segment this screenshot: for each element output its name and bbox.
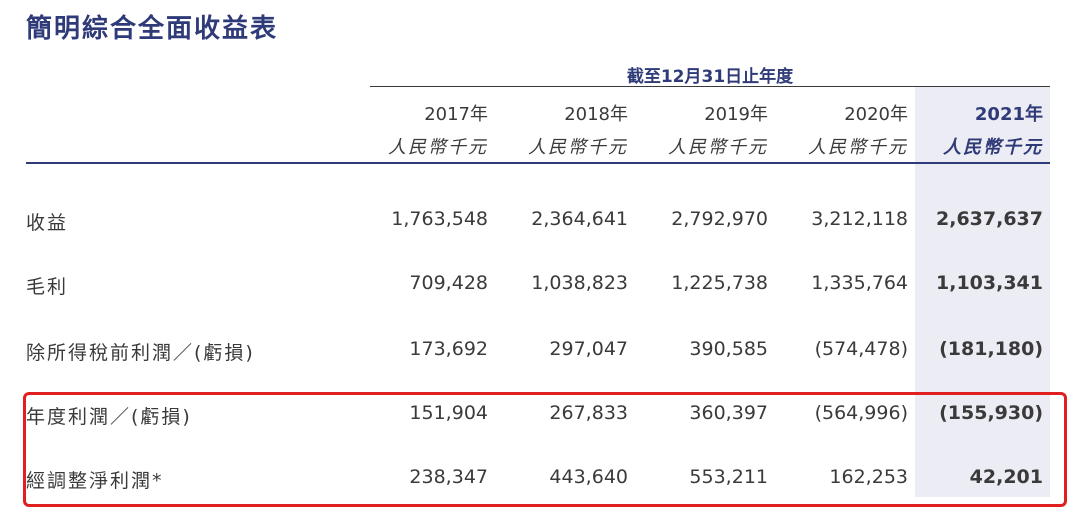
highlight-box: [23, 392, 1067, 507]
cell-gross-profit-2019: 1,225,738: [671, 272, 768, 294]
row-label-gross-profit: 毛利: [26, 276, 69, 298]
cell-revenue-2019: 2,792,970: [671, 208, 768, 230]
cell-gross-profit-2020: 1,335,764: [811, 272, 908, 294]
cell-profit-for-year-2017: 151,904: [409, 402, 488, 424]
cell-adjusted-net-profit-2018: 443,640: [549, 466, 628, 488]
cell-gross-profit-2018: 1,038,823: [531, 272, 628, 294]
cell-adjusted-net-profit-2019: 553,211: [689, 466, 768, 488]
cell-gross-profit-2017: 709,428: [409, 272, 488, 294]
cell-revenue-2018: 2,364,641: [531, 208, 628, 230]
year-header-2021: 2021年: [974, 104, 1043, 125]
header-divider: [370, 86, 1050, 87]
row-label-revenue: 收益: [26, 212, 69, 234]
cell-profit-before-tax-2021: (181,180): [939, 338, 1043, 360]
currency-label-2021: 人民幣千元: [943, 137, 1043, 158]
currency-label-2018: 人民幣千元: [528, 137, 628, 158]
cell-adjusted-net-profit-2017: 238,347: [409, 466, 488, 488]
cell-adjusted-net-profit-2021: 42,201: [969, 466, 1043, 488]
cell-profit-before-tax-2020: (574,478): [814, 338, 908, 360]
cell-revenue-2021: 2,637,637: [936, 208, 1043, 230]
cell-adjusted-net-profit-2020: 162,253: [829, 466, 908, 488]
table-header-rule: [26, 162, 1050, 164]
year-header-2018: 2018年: [564, 104, 628, 125]
currency-label-2020: 人民幣千元: [808, 137, 908, 158]
currency-label-2017: 人民幣千元: [388, 137, 488, 158]
row-label-adjusted-net-profit: 經調整淨利潤*: [26, 470, 164, 492]
year-header-2017: 2017年: [424, 104, 488, 125]
cell-revenue-2017: 1,763,548: [391, 208, 488, 230]
row-label-profit-for-year: 年度利潤／(虧損): [26, 406, 192, 428]
cell-revenue-2020: 3,212,118: [811, 208, 908, 230]
highlight-column-2021: [915, 87, 1050, 497]
cell-profit-before-tax-2019: 390,585: [689, 338, 768, 360]
cell-profit-for-year-2018: 267,833: [549, 402, 628, 424]
cell-profit-before-tax-2017: 173,692: [409, 338, 488, 360]
year-header-2020: 2020年: [844, 104, 908, 125]
cell-profit-before-tax-2018: 297,047: [549, 338, 628, 360]
cell-profit-for-year-2020: (564,996): [814, 402, 908, 424]
row-label-profit-before-tax: 除所得稅前利潤／(虧損): [26, 342, 255, 364]
period-header: 截至12月31日止年度: [626, 67, 794, 87]
cell-gross-profit-2021: 1,103,341: [936, 272, 1043, 294]
year-header-2019: 2019年: [704, 104, 768, 125]
cell-profit-for-year-2021: (155,930): [939, 402, 1043, 424]
currency-label-2019: 人民幣千元: [668, 137, 768, 158]
page-title: 簡明綜合全面收益表: [26, 14, 279, 44]
cell-profit-for-year-2019: 360,397: [689, 402, 768, 424]
